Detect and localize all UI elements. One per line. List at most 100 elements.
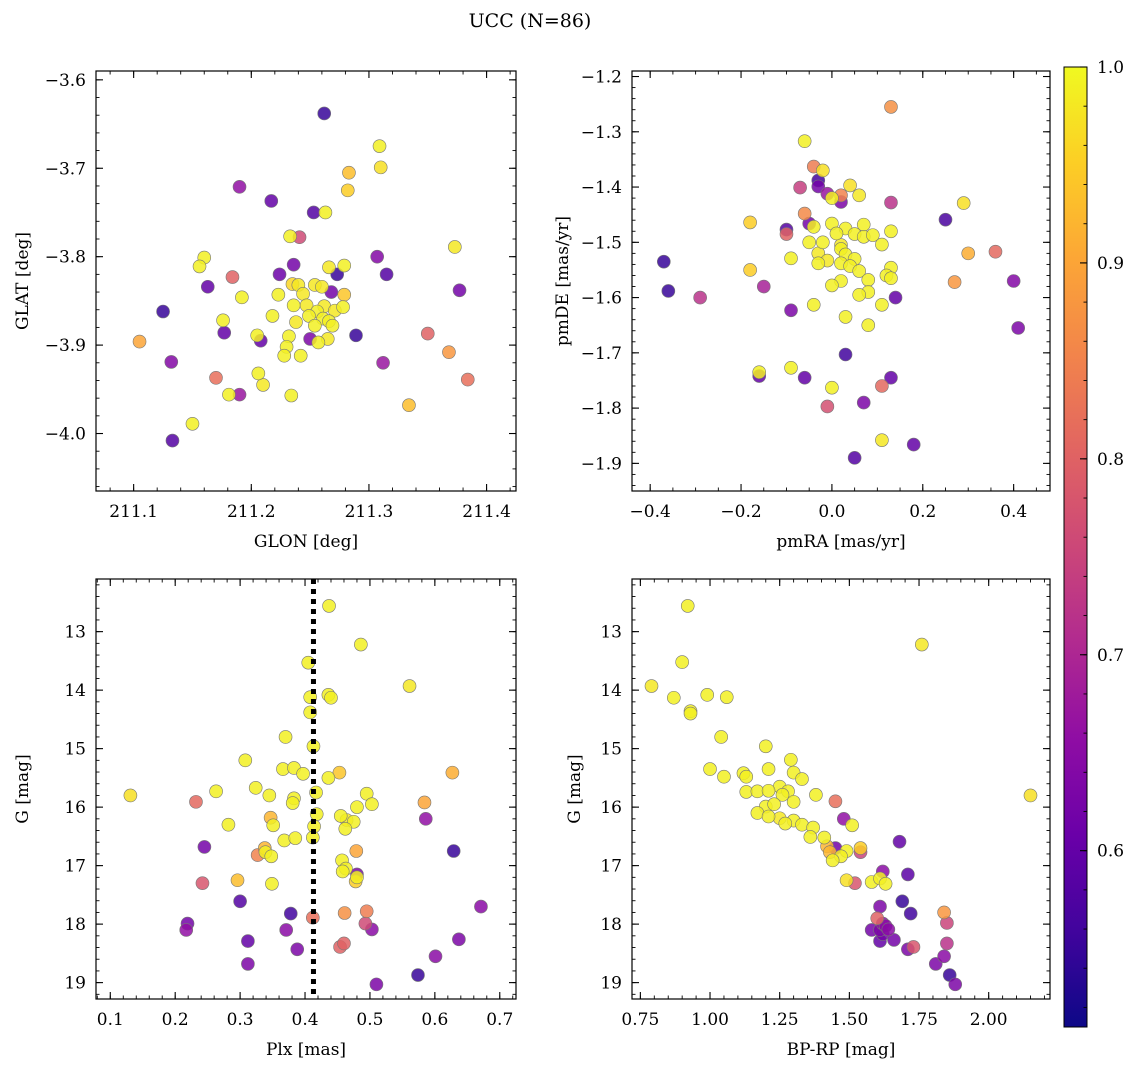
scatter-point [452,932,466,947]
scatter-point [937,905,951,920]
y-tick-label: 19 [64,974,86,994]
y-tick-label: −1.4 [581,178,622,198]
scatter-point [306,205,321,220]
scatter-point [379,267,394,282]
scatter-point [411,968,425,982]
y-tick-label: −3.6 [45,71,86,91]
scatter-point [420,326,435,341]
y-tick-label: −1.2 [581,68,622,88]
y-tick-label: 15 [64,740,86,760]
scatter-point [758,739,773,754]
scatter-point [825,191,839,205]
scatter-point [852,188,866,203]
scatter-point [811,179,826,194]
colorbar-tick-label: 1.0 [1097,58,1124,78]
scatter-point [402,679,417,693]
scatter-point [852,264,866,278]
scatter-point [988,244,1003,259]
scatter-point [225,270,240,284]
scatter-point [277,348,292,363]
scatter-point [448,240,462,254]
x-tick-label: 0.6 [421,1010,448,1030]
scatter-points [644,599,1038,992]
scatter-point [164,355,179,369]
scatter-point [767,797,781,812]
axes-frame [631,70,1051,492]
scatter-point [373,160,388,175]
scatter-point [372,139,387,153]
scatter-point [843,178,857,193]
scatter-point [852,288,866,302]
scatter-point [839,873,854,888]
x-axis-label: Plx [mas] [266,1040,346,1060]
scatter-point [825,278,839,293]
scatter-point [333,809,348,823]
scatter-point [283,229,297,244]
scatter-point [417,795,432,810]
y-tick-label: 17 [64,857,86,877]
x-tick-label: 1.75 [900,1010,938,1030]
scatter-point [866,228,880,242]
scatter-point [317,106,332,121]
scatter-point [241,934,255,948]
scatter-points [657,100,1025,465]
scatter-point [359,904,374,919]
scatter-point [290,942,305,957]
scatter-point [251,366,266,381]
scatter-point [884,195,898,210]
scatter-point [337,906,352,920]
scatter-point [786,795,801,809]
scatter-point [289,315,303,329]
y-tick-label: 19 [600,974,622,994]
scatter-point [884,224,898,239]
scatter-point [296,766,310,781]
scatter-point [956,196,971,210]
x-tick-label: 0.3 [227,1010,254,1030]
subplot-plx-g: 0.1 0.2 0.3 0.4 0.5 0.6 0.7 13 14 15 16 17 18 19 Plx [… [13,578,517,1060]
y-tick-label: −1.7 [581,344,622,364]
scatter-points [123,599,488,992]
y-tick-label: −4.0 [45,425,86,445]
y-tick-label: −1.9 [581,454,622,474]
scatter-point [262,788,277,803]
axes-frame [95,578,517,1000]
y-tick-label: −1.3 [581,123,622,143]
scatter-point [474,899,488,914]
scatter-point [895,894,910,909]
scatter-point [811,256,826,271]
y-tick-label: 13 [64,623,86,643]
scatter-point [452,283,467,298]
subplot-glon-glat: 211.1 211.2 211.3 211.4 −3.6 −3.7 −3.8 −3.9 −4.0… [13,70,517,552]
x-tick-label: 0.7 [486,1010,513,1030]
x-tick-label: 1.50 [830,1010,868,1030]
scatter-point [853,841,868,855]
y-tick-label: 16 [64,798,86,818]
x-tick-label: 0.4 [1000,502,1027,522]
x-tick-label: −0.2 [720,502,761,522]
scatter-point [825,853,840,868]
scatter-point [947,275,962,289]
scatter-point [884,370,898,385]
x-tick-label: 1.25 [761,1010,799,1030]
x-tick-label: 0.5 [356,1010,383,1030]
scatter-point [132,334,147,349]
scatter-point [277,833,292,848]
scatter-point [402,398,416,413]
scatter-point [856,395,871,410]
colorbar-tick-label: 0.9 [1097,254,1124,274]
scatter-point [238,753,253,768]
axes-frame [631,578,1051,1000]
scatter-point [875,379,889,393]
scatter-point [446,844,461,858]
x-tick-label: 1.00 [691,1010,729,1030]
scatter-point [241,957,255,971]
scatter-point [884,100,898,114]
x-tick-label: 0.0 [818,502,845,522]
scatter-point [442,345,456,359]
scatter-point [318,205,333,220]
scatter-point [703,762,717,776]
scatter-point [797,370,812,385]
scatter-point [756,279,771,294]
scatter-point [271,287,286,302]
scatter-point [230,873,245,888]
